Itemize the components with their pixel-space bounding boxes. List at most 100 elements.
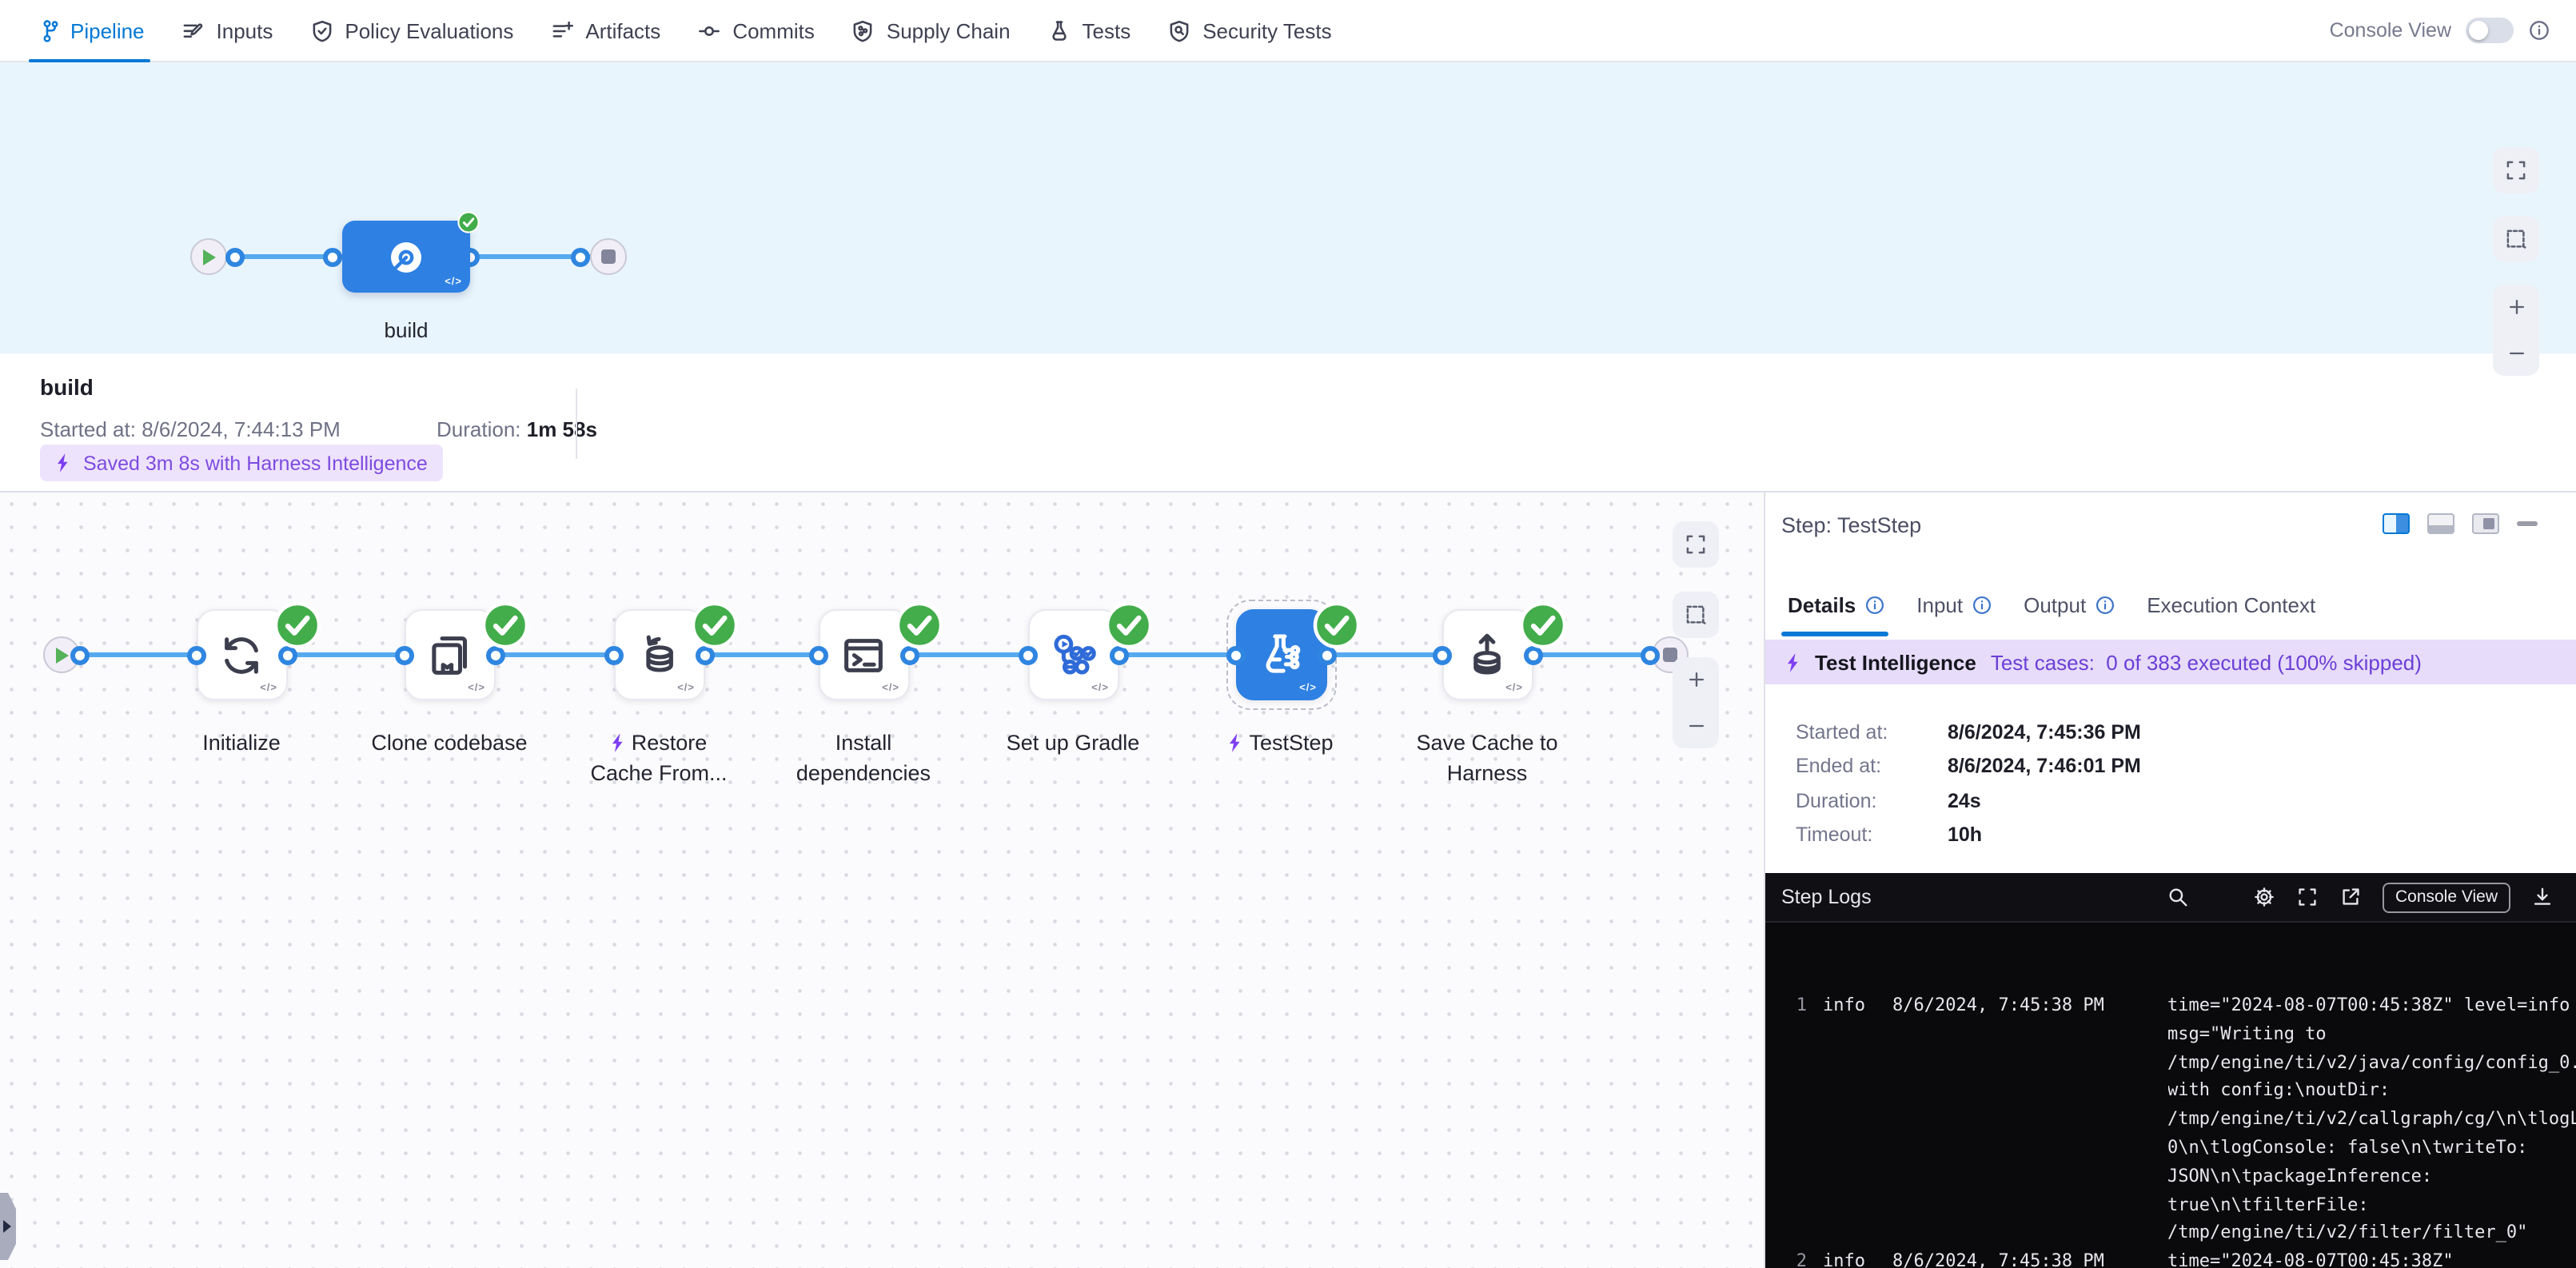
minus-icon [2505,342,2527,365]
fullscreen-icon [2504,158,2528,182]
play-icon [56,647,69,663]
lightning-icon [611,732,625,753]
savings-text: Saved 3m 8s with Harness Intelligence [83,452,428,474]
edge-connector [571,247,590,266]
steps-select-button[interactable] [1673,592,1719,638]
edge-connector [485,645,504,664]
layout-bottom-icon[interactable] [2427,513,2454,534]
detail-value: 10h [1948,823,1983,846]
lightning-icon [1228,732,1242,753]
step-logs-header: Step Logs Console View [1765,873,2576,923]
tab-label: Output [2024,593,2087,617]
stop-icon [1662,648,1677,662]
log-timestamp: 8/6/2024, 7:45:38 PM [1892,995,2104,1015]
tab-label: Details [1788,593,1856,617]
initialize-icon [217,631,265,679]
zoom-in-button[interactable] [2493,285,2539,330]
edge-connector [1109,645,1128,664]
search-icon[interactable] [2167,886,2189,908]
download-icon[interactable] [2531,886,2554,908]
detail-label: Timeout: [1796,823,1873,846]
nav-tab-label: Artifacts [585,18,661,42]
tab-label: Execution Context [2147,593,2316,617]
step-node-set-up-gradle[interactable]: </> Set up Gradle [1007,601,1152,755]
step-panel-tab-details[interactable]: Details [1788,593,1884,617]
nav-tab-tests[interactable]: Tests [1047,0,1130,61]
zoom-out-button[interactable] [2493,330,2539,376]
step-node-install-dependencies[interactable]: </> Install dependencies [796,601,943,785]
step-node-teststep[interactable]: </> TestStep [1226,600,1360,755]
nav-tab-pipeline[interactable]: Pipeline [28,0,152,62]
step-node-clone-codebase[interactable]: </> Clone codebase [371,601,528,755]
edge-connector [1432,645,1451,664]
gear-icon[interactable] [2253,886,2275,908]
step-label: Install dependencies [796,731,931,785]
step-label: TestStep [1153,728,1409,758]
policy-evaluations-icon [309,18,333,42]
log-output[interactable]: 1 info 8/6/2024, 7:45:38 PM time="2024-0… [1765,923,2576,1268]
layout-split-right-icon[interactable] [2383,513,2410,534]
edge-connector [1226,645,1245,664]
stage-steps-canvas[interactable]: </> Initialize </> Clone codebase </> Re… [0,492,1765,1268]
plus-icon [2505,297,2527,319]
security-tests-icon [1167,18,1191,42]
copy-icon[interactable] [2210,886,2232,908]
edge-connector [808,645,827,664]
nav-tab-label: Security Tests [1202,18,1332,42]
detail-row: Started at: 8/6/2024, 7:45:36 PM [1796,721,2550,756]
nav-tab-inputs[interactable]: Inputs [181,0,273,61]
test-step-icon [1257,631,1305,679]
commits-icon [697,18,721,42]
minimize-panel-button[interactable] [2517,521,2538,526]
nav-tab-security-tests[interactable]: Security Tests [1167,0,1332,61]
success-check-icon [690,601,738,649]
step-node-save-cache-to-harness[interactable]: </> Save Cache to Harness [1416,601,1566,785]
info-icon[interactable] [2094,595,2115,616]
lightning-icon [1786,652,1800,672]
step-node-restore-cache-from[interactable]: </> Restore Cache From... [590,601,738,785]
canvas-fullscreen-button[interactable] [2493,147,2539,193]
step-label: Clone codebase [371,731,528,755]
log-message: time="2024-08-07T00:45:38Z" [2167,1250,2454,1268]
log-row: 1 info 8/6/2024, 7:45:38 PM time="2024-0… [1765,991,2576,1247]
step-panel-tab-input[interactable]: Input [1916,593,1992,617]
info-icon[interactable] [1971,595,1992,616]
nav-tab-artifacts[interactable]: Artifacts [550,0,660,61]
info-icon[interactable] [1864,595,1884,616]
steps-fullscreen-button[interactable] [1673,521,1719,568]
panel-expand-handle[interactable] [0,1193,16,1260]
nav-tab-label: Pipeline [70,18,145,42]
plus-icon [1685,669,1707,692]
layout-floating-icon[interactable] [2472,513,2499,534]
info-icon[interactable] [2528,19,2550,42]
canvas-select-button[interactable] [2493,216,2539,262]
expand-logs-icon[interactable] [2296,886,2319,908]
zoom-out-button[interactable] [1673,703,1719,748]
step-panel-tab-execution-context[interactable]: Execution Context [2147,593,2315,617]
edge-connector [1523,645,1542,664]
step-node-initialize[interactable]: </> Initialize [186,601,321,755]
detail-value: 8/6/2024, 7:46:01 PM [1948,755,2141,778]
marquee-select-icon [2504,227,2528,251]
code-icon: </> [1505,683,1523,694]
console-view-label: Console View [2329,19,2451,42]
open-external-icon[interactable] [2339,886,2362,908]
nav-tab-commits[interactable]: Commits [697,0,815,61]
fullscreen-icon [1684,532,1708,556]
stage-node-build[interactable]: </> [342,211,480,293]
zoom-in-button[interactable] [1673,657,1719,703]
step-label: Save Cache to Harness [1416,731,1558,785]
edge-connector [899,645,919,664]
nav-tab-label: Supply Chain [886,18,1011,42]
nav-tab-policy-evaluations[interactable]: Policy Evaluations [309,0,513,61]
nav-tab-label: Inputs [216,18,273,42]
step-details-panel: Step: TestStep Details Input Output Exec… [1765,492,2576,1268]
pipeline-stage-canvas[interactable]: </> build [0,62,2576,376]
detail-value: 8/6/2024, 7:45:36 PM [1948,721,2141,744]
log-line-number: 2 [1796,1250,1807,1268]
nav-tab-supply-chain[interactable]: Supply Chain [851,0,1011,61]
step-panel-tab-output[interactable]: Output [2024,593,2115,617]
console-view-button[interactable]: Console View [2382,882,2510,912]
detail-row: Duration: 24s [1796,789,2550,823]
console-view-toggle[interactable] [2466,18,2514,43]
